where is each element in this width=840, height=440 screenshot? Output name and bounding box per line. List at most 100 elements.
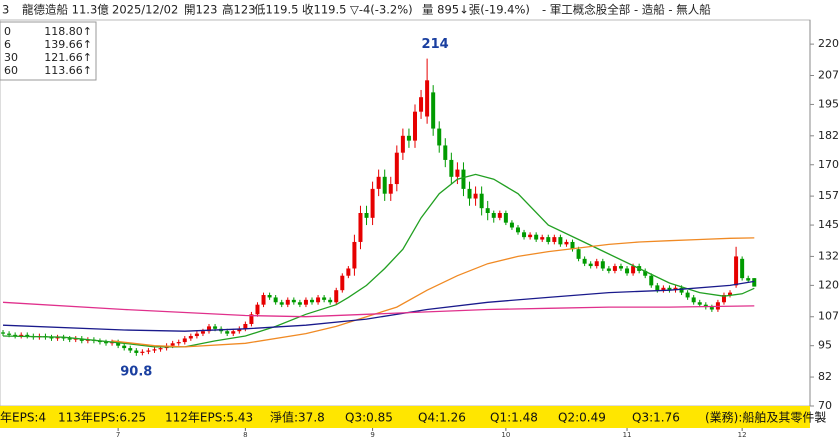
candle-body	[643, 270, 648, 276]
candle-body	[322, 297, 327, 300]
candle-body	[310, 299, 315, 303]
candle-body	[661, 287, 666, 291]
annotation: 90.8	[120, 364, 152, 379]
legend-label: 60	[4, 64, 18, 77]
y-tick-label: 207	[818, 68, 839, 81]
candle-body	[116, 342, 121, 346]
footer-field: Q1:1.48	[490, 411, 538, 425]
candle-body	[685, 292, 690, 298]
candle-body	[207, 326, 212, 332]
candle-body	[261, 295, 266, 305]
y-tick-label: 82	[818, 370, 832, 383]
header-field: 開123	[184, 3, 217, 17]
annotation: 214	[422, 37, 449, 52]
candle-body	[746, 278, 751, 281]
candle-body	[334, 290, 339, 303]
candle-body	[649, 275, 654, 286]
header-field: 高123	[222, 3, 255, 17]
candle-body	[394, 152, 399, 185]
candle-body	[182, 338, 187, 343]
candle-body	[552, 237, 557, 242]
candle-body	[267, 295, 272, 298]
legend-value: 139.66↑	[44, 38, 92, 51]
y-tick-label: 132	[818, 249, 839, 262]
candle-body	[328, 299, 333, 303]
candle-body	[346, 268, 351, 276]
candle-body	[564, 241, 569, 245]
x-tick-label: 7	[116, 431, 120, 439]
candle-body	[467, 188, 472, 199]
candle-body	[540, 237, 545, 240]
candle-body	[370, 188, 375, 218]
y-tick-label: 145	[818, 218, 839, 231]
footer-bar	[0, 406, 810, 428]
candle-body	[358, 213, 363, 242]
candle-body	[67, 338, 72, 340]
ma-line	[2, 301, 755, 318]
candle-body	[170, 343, 175, 346]
header-field: ▽-4(-3.2%)	[350, 3, 413, 17]
header-field: 量 895↓張(-19.4%)	[422, 3, 530, 17]
candle-body	[1, 332, 6, 334]
legend-label: 6	[4, 38, 11, 51]
candle-body	[709, 307, 714, 310]
candle-body	[231, 331, 236, 334]
candle-body	[382, 176, 387, 194]
candle-body	[691, 297, 696, 303]
candle-body	[606, 268, 611, 271]
candle-body	[297, 302, 302, 305]
candle-body	[273, 297, 278, 303]
candle-body	[237, 328, 242, 332]
candle-body	[7, 333, 12, 335]
candle-body	[134, 350, 139, 353]
candle-body	[431, 92, 436, 129]
y-tick-label: 220	[818, 37, 839, 50]
y-tick-label: 157	[818, 189, 839, 202]
candle-body	[400, 135, 405, 153]
candle-body	[594, 261, 599, 267]
candle-body	[376, 176, 381, 189]
candle-body	[479, 193, 484, 209]
header-field: 3	[2, 3, 9, 17]
ma-line	[2, 173, 755, 348]
y-tick-label: 120	[818, 278, 839, 291]
candle-body	[752, 278, 757, 287]
header-field: 2025/12/02	[112, 3, 178, 17]
candle-body	[546, 237, 551, 242]
candle-body	[740, 258, 745, 279]
candle-body	[406, 135, 411, 141]
footer-field: Q4:1.26	[418, 411, 466, 425]
candle-body	[697, 302, 702, 305]
candle-body	[515, 227, 520, 233]
candle-body	[461, 169, 466, 189]
candle-body	[473, 193, 478, 199]
candle-body	[340, 275, 345, 291]
footer-field: (業務):船舶及其零件製	[705, 410, 826, 425]
candle-body	[455, 169, 460, 177]
candle-body	[243, 323, 248, 329]
candle-body	[734, 256, 739, 286]
candle-body	[19, 334, 24, 337]
candle-body	[412, 111, 417, 141]
candle-body	[534, 234, 539, 240]
candle-body	[152, 349, 157, 351]
legend-box	[0, 21, 97, 81]
candle-body	[667, 287, 672, 291]
candle-body	[582, 258, 587, 264]
candle-body	[618, 266, 623, 269]
candle-body	[158, 348, 163, 350]
candle-body	[364, 213, 369, 218]
candle-body	[225, 331, 230, 334]
candle-body	[728, 292, 733, 296]
footer-field: 112年EPS:5.43	[165, 411, 253, 425]
candle-body	[425, 80, 430, 117]
candle-body	[443, 145, 448, 160]
y-tick-label: 107	[818, 310, 839, 323]
footer-field: Q3:0.85	[345, 411, 393, 425]
candle-body	[200, 331, 205, 334]
candle-body	[503, 213, 508, 223]
candle-body	[291, 299, 296, 303]
candle-body	[491, 213, 496, 218]
candle-body	[679, 287, 684, 293]
